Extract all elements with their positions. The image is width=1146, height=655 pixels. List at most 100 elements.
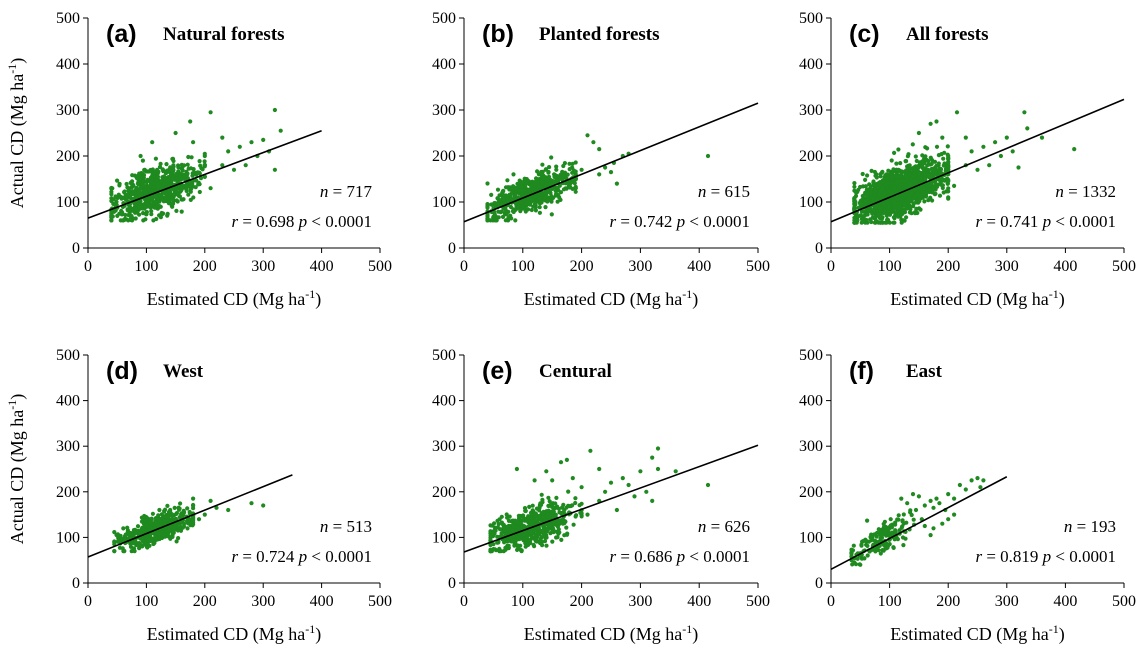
x-tick-label: 400 bbox=[1053, 593, 1077, 610]
data-point bbox=[620, 476, 625, 481]
data-point bbox=[937, 193, 943, 198]
data-point bbox=[890, 191, 895, 196]
r-label: r bbox=[975, 212, 982, 231]
data-point bbox=[109, 209, 114, 214]
data-point bbox=[553, 175, 558, 180]
data-point bbox=[182, 163, 187, 168]
data-point bbox=[554, 191, 559, 197]
data-point bbox=[171, 197, 176, 202]
data-point bbox=[150, 140, 155, 145]
data-point bbox=[186, 154, 191, 160]
data-point bbox=[539, 492, 544, 497]
data-point bbox=[549, 212, 554, 217]
data-point bbox=[891, 545, 896, 551]
data-point bbox=[111, 197, 116, 202]
data-point bbox=[165, 211, 170, 216]
data-point bbox=[191, 496, 196, 501]
data-point bbox=[505, 515, 510, 520]
x-axis-title-close: ) bbox=[1059, 289, 1065, 310]
data-point bbox=[519, 200, 524, 205]
panel-letter: (c) bbox=[849, 20, 880, 48]
data-point bbox=[885, 201, 891, 206]
data-point bbox=[644, 489, 649, 494]
data-point bbox=[261, 503, 266, 508]
data-point bbox=[170, 529, 175, 534]
data-point bbox=[117, 181, 122, 186]
data-point bbox=[856, 187, 861, 192]
data-point bbox=[889, 175, 894, 180]
data-point bbox=[998, 153, 1004, 159]
data-point bbox=[488, 549, 493, 554]
data-point bbox=[522, 206, 527, 211]
x-tick-label: 200 bbox=[570, 593, 594, 610]
data-point bbox=[1004, 135, 1009, 140]
data-point bbox=[882, 210, 887, 215]
data-point bbox=[143, 197, 148, 202]
data-point bbox=[208, 110, 213, 115]
data-point bbox=[534, 179, 539, 184]
y-tick-label: 400 bbox=[799, 56, 823, 73]
data-point bbox=[571, 522, 576, 527]
data-point bbox=[869, 191, 874, 196]
data-point bbox=[931, 526, 936, 531]
data-point bbox=[900, 524, 905, 529]
data-point bbox=[567, 167, 572, 172]
data-point bbox=[140, 158, 145, 163]
data-point bbox=[272, 167, 277, 172]
data-point bbox=[492, 521, 497, 526]
data-point bbox=[897, 178, 902, 183]
n-value: = 717 bbox=[333, 182, 373, 201]
r-value: = 0.819 bbox=[986, 547, 1038, 566]
y-axis-title-main: Actual CD (Mg ha bbox=[7, 410, 28, 544]
data-point bbox=[937, 169, 942, 174]
p-value: < 0.0001 bbox=[311, 212, 372, 231]
data-point bbox=[171, 526, 177, 531]
data-point bbox=[952, 496, 957, 501]
x-tick-label: 500 bbox=[1112, 593, 1136, 610]
data-point bbox=[916, 175, 921, 180]
data-point bbox=[889, 172, 894, 177]
data-point bbox=[499, 209, 504, 214]
data-point bbox=[934, 144, 940, 149]
p-value: < 0.0001 bbox=[689, 212, 750, 231]
data-point bbox=[585, 512, 590, 517]
x-tick-label: 100 bbox=[134, 593, 158, 610]
data-point bbox=[511, 207, 516, 212]
data-point bbox=[133, 216, 138, 221]
data-point bbox=[567, 161, 572, 166]
data-point bbox=[123, 212, 128, 218]
data-point bbox=[614, 507, 620, 513]
data-point bbox=[162, 508, 167, 514]
data-point bbox=[154, 216, 159, 222]
data-point bbox=[179, 185, 184, 190]
data-point bbox=[597, 147, 602, 152]
data-point bbox=[883, 524, 888, 530]
data-point bbox=[166, 178, 171, 183]
x-tick-label: 500 bbox=[746, 593, 770, 610]
data-point bbox=[505, 197, 510, 203]
data-point bbox=[900, 519, 905, 524]
p-value: < 0.0001 bbox=[1055, 212, 1116, 231]
data-point bbox=[529, 183, 534, 188]
data-point bbox=[957, 482, 963, 488]
data-point bbox=[891, 169, 896, 174]
data-point bbox=[903, 173, 908, 178]
data-point bbox=[142, 522, 147, 527]
x-tick-label: 200 bbox=[936, 258, 960, 275]
scatter-points bbox=[488, 446, 711, 554]
data-point bbox=[519, 188, 524, 193]
data-point bbox=[910, 492, 916, 497]
data-point bbox=[543, 190, 548, 195]
data-point bbox=[851, 543, 856, 548]
x-tick-label: 500 bbox=[1112, 258, 1136, 275]
data-point bbox=[506, 518, 511, 524]
data-point bbox=[556, 527, 561, 532]
data-point bbox=[551, 530, 556, 535]
data-point bbox=[176, 191, 181, 196]
scatter-points bbox=[109, 107, 283, 223]
data-point bbox=[165, 503, 170, 508]
data-point bbox=[494, 215, 499, 220]
data-point bbox=[939, 182, 944, 187]
data-point bbox=[906, 152, 911, 157]
x-tick-label: 300 bbox=[628, 258, 652, 275]
